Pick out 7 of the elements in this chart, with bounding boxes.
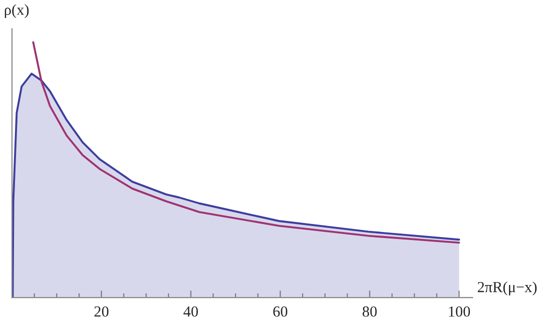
y-axis-title: ρ(x) — [4, 4, 29, 18]
x-tick-label: 40 — [183, 306, 198, 317]
x-tick-label: 80 — [362, 306, 377, 317]
x-axis-title: 2πR(μ−x) — [478, 281, 537, 296]
x-tick-label: 60 — [273, 306, 288, 317]
x-tick-label: 100 — [448, 306, 470, 317]
x-tick-label: 20 — [94, 306, 108, 317]
